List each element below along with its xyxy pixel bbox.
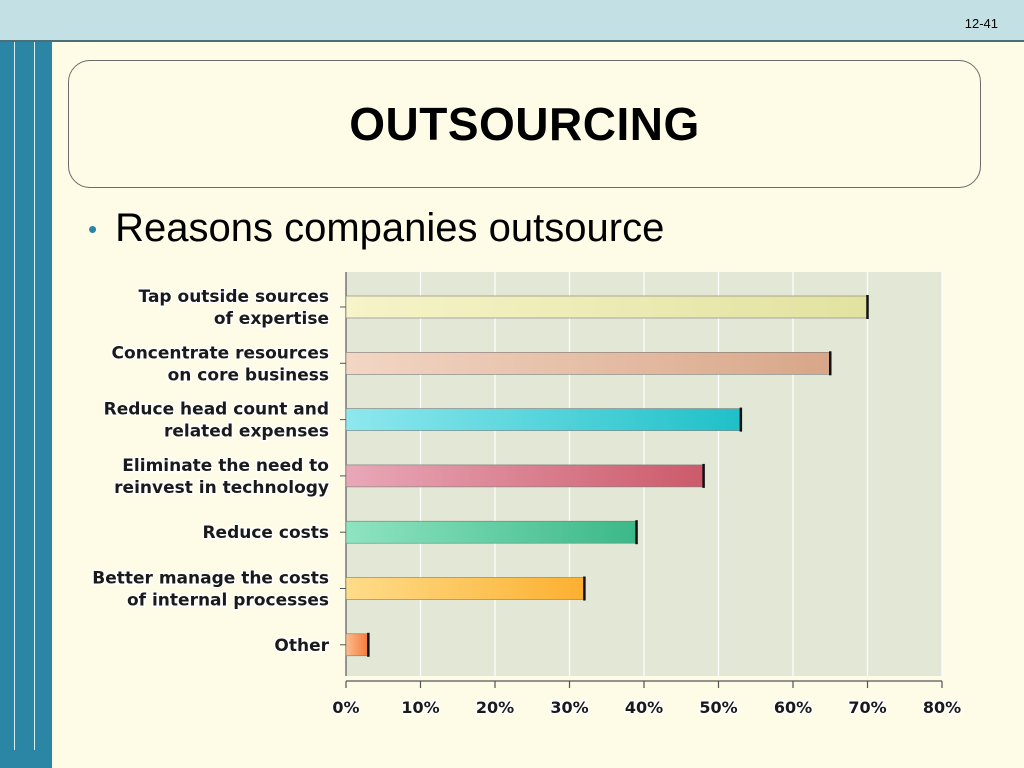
category-label: Better manage the costs	[92, 569, 329, 589]
category-label: Tap outside sources	[139, 287, 329, 307]
slide-number: 12-41	[964, 16, 998, 31]
top-bar: 12-41	[0, 0, 1024, 42]
category-label: Reduce head count and	[104, 400, 329, 420]
x-tick-label: 70%	[848, 698, 886, 717]
title-box: OUTSOURCING	[68, 60, 981, 188]
x-tick-label: 40%	[625, 698, 663, 717]
x-tick-label: 0%	[332, 698, 359, 717]
x-tick-label: 80%	[923, 698, 961, 717]
bar	[345, 633, 369, 657]
bar	[345, 577, 585, 600]
category-label: related expenses	[164, 422, 329, 442]
category-label: Other	[274, 636, 329, 656]
page-title: OUTSOURCING	[349, 98, 700, 150]
left-bar	[0, 42, 52, 768]
bar	[345, 464, 704, 488]
bar	[345, 351, 831, 375]
x-tick-label: 20%	[476, 698, 514, 717]
category-label: Concentrate resources	[112, 343, 329, 363]
category-label: of internal processes	[127, 591, 329, 611]
left-bar-line	[14, 42, 15, 750]
category-label: on core business	[168, 365, 329, 385]
bar	[345, 520, 637, 544]
bullet-text: Reasons companies outsource	[115, 206, 665, 250]
bar	[345, 408, 742, 431]
category-label: reinvest in technology	[114, 478, 329, 498]
x-tick-label: 30%	[550, 698, 588, 717]
left-bar-line	[34, 42, 35, 750]
x-tick-label: 50%	[699, 698, 737, 717]
category-label: Eliminate the need to	[122, 456, 329, 476]
bullet-icon: •	[88, 213, 98, 244]
category-label: of expertise	[214, 309, 329, 329]
bullet-item: • Reasons companies outsource	[88, 206, 664, 251]
category-label: Reduce costs	[202, 523, 329, 543]
x-tick-label: 10%	[401, 698, 439, 717]
bar	[345, 295, 868, 319]
x-tick-label: 60%	[774, 698, 812, 717]
